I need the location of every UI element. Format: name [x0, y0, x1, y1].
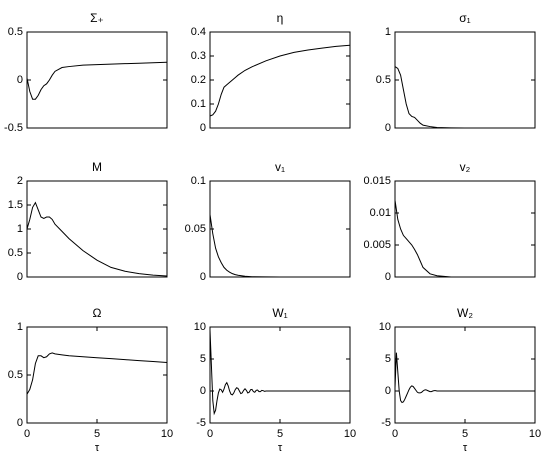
y-tick-label: 0	[385, 385, 391, 397]
y-tick-label: 0.2	[191, 74, 206, 86]
x-tick-label: 10	[344, 428, 356, 440]
y-tick-label: 0	[17, 417, 23, 429]
axes-box	[394, 31, 536, 129]
x-axis-label: τ	[463, 442, 468, 454]
chart-title: v₂	[460, 160, 471, 174]
x-tick-label: 10	[529, 428, 541, 440]
x-tick-label: 5	[94, 428, 100, 440]
y-tick-label: 0	[17, 271, 23, 283]
chart-title: Σ₊	[90, 11, 104, 25]
data-line	[209, 44, 351, 117]
data-line	[394, 66, 535, 129]
axes-box	[26, 326, 168, 424]
chart-title: v₁	[275, 160, 285, 174]
axes-box	[394, 326, 536, 424]
data-line	[209, 330, 350, 416]
y-tick-label: 5	[385, 353, 391, 365]
y-tick-label: 2	[17, 175, 23, 187]
chart-title: σ₁	[459, 11, 470, 25]
y-tick-label: 0	[385, 271, 391, 283]
chart-title: W₁	[272, 306, 287, 320]
x-axis-label: τ	[95, 442, 100, 454]
y-tick-label: 0.1	[191, 175, 206, 187]
y-tick-label: 1.5	[8, 199, 23, 211]
chart-title: η	[277, 11, 284, 25]
data-line	[394, 200, 535, 278]
x-tick-label: 0	[24, 428, 30, 440]
axes-box	[209, 326, 351, 424]
data-line	[394, 352, 535, 404]
data-line	[209, 214, 350, 278]
y-tick-label: 0	[200, 122, 206, 134]
x-tick-label: 5	[462, 428, 468, 440]
y-tick-label: 0	[200, 385, 206, 397]
y-tick-label: 10	[379, 321, 391, 333]
x-tick-label: 5	[277, 428, 283, 440]
y-tick-label: 5	[200, 353, 206, 365]
y-tick-label: 0.015	[363, 175, 391, 187]
y-tick-label: 0.5	[8, 26, 23, 38]
x-tick-label: 0	[392, 428, 398, 440]
y-tick-label: 0	[200, 271, 206, 283]
y-tick-label: 0	[385, 122, 391, 134]
y-tick-label: 0.01	[370, 207, 391, 219]
y-tick-label: 0.4	[191, 26, 206, 38]
x-tick-label: 0	[207, 428, 213, 440]
y-tick-label: 0.005	[363, 239, 391, 251]
y-tick-label: 0.5	[8, 369, 23, 381]
y-tick-label: -0.5	[4, 122, 23, 134]
axes-box	[26, 180, 168, 278]
axes-box	[26, 31, 168, 129]
y-tick-label: 0.3	[191, 50, 206, 62]
y-tick-label: -5	[196, 417, 206, 429]
y-tick-label: 1	[17, 223, 23, 235]
y-tick-label: 10	[194, 321, 206, 333]
y-tick-label: 0.05	[185, 223, 206, 235]
axes-box	[394, 180, 536, 278]
axes-box	[209, 180, 351, 278]
y-tick-label: 1	[385, 26, 391, 38]
x-tick-label: 10	[161, 428, 173, 440]
y-tick-label: 1	[17, 321, 23, 333]
axes-box	[209, 31, 351, 129]
chart-title: Ω	[93, 306, 102, 320]
y-tick-label: 0	[17, 74, 23, 86]
y-tick-label: 0.1	[191, 98, 206, 110]
data-line	[26, 352, 168, 395]
data-line	[26, 61, 168, 100]
y-tick-label: 0.5	[8, 247, 23, 259]
chart-title: M	[92, 160, 102, 174]
y-tick-label: -5	[381, 417, 391, 429]
chart-title: W₂	[457, 306, 473, 320]
x-axis-label: τ	[278, 442, 283, 454]
data-line	[26, 201, 168, 277]
y-tick-label: 0.5	[376, 74, 391, 86]
